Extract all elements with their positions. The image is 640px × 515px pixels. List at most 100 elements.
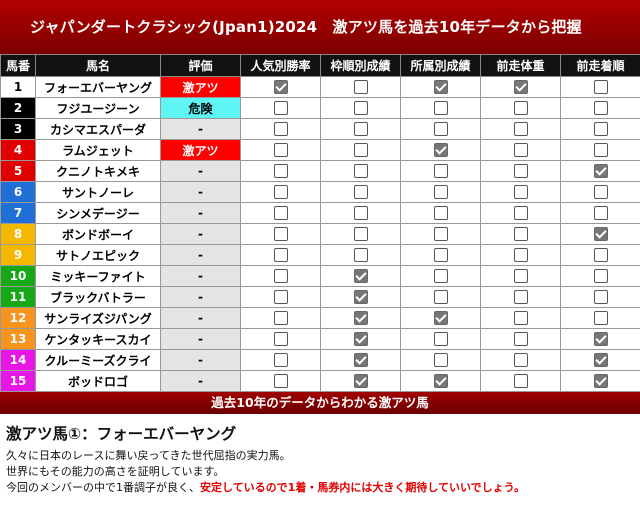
table-row: 9 サトノエピック - <box>0 244 640 266</box>
cell-gate-record <box>320 265 401 287</box>
unchecked-checkbox-icon <box>273 227 288 242</box>
unchecked-checkbox-icon <box>513 185 528 200</box>
rating-badge: - <box>160 118 241 140</box>
unchecked-checkbox-icon <box>513 290 528 305</box>
unchecked-checkbox-icon <box>433 353 448 368</box>
unchecked-checkbox-icon <box>513 101 528 116</box>
horse-number: 5 <box>0 160 36 182</box>
cell-last-weight <box>480 370 561 392</box>
unchecked-checkbox-icon <box>513 122 528 137</box>
horse-name: ケンタッキースカイ <box>35 328 161 350</box>
horse-number: 4 <box>0 139 36 161</box>
cell-stable-record <box>400 223 481 245</box>
horse-number: 11 <box>0 286 36 308</box>
cell-stable-record <box>400 76 481 98</box>
unchecked-checkbox-icon <box>513 332 528 347</box>
table-row: 3 カシマエスパーダ - <box>0 118 640 140</box>
unchecked-checkbox-icon <box>513 269 528 284</box>
unchecked-checkbox-icon <box>593 101 608 116</box>
horse-name: サントノーレ <box>35 181 161 203</box>
horse-name: ボンドボーイ <box>35 223 161 245</box>
unchecked-checkbox-icon <box>433 248 448 263</box>
unchecked-checkbox-icon <box>273 353 288 368</box>
cell-last-weight <box>480 244 561 266</box>
table-row: 12 サンライズジパング - <box>0 307 640 329</box>
unchecked-checkbox-icon <box>433 185 448 200</box>
horse-number: 13 <box>0 328 36 350</box>
unchecked-checkbox-icon <box>593 206 608 221</box>
cell-popularity-win-rate <box>240 202 321 224</box>
checked-checkbox-icon <box>433 143 448 158</box>
cell-last-weight <box>480 202 561 224</box>
horse-name: ミッキーファイト <box>35 265 161 287</box>
header-popularity-win-rate: 人気別勝率 <box>240 54 321 77</box>
unchecked-checkbox-icon <box>593 311 608 326</box>
cell-last-finish <box>560 265 640 287</box>
cell-last-finish <box>560 370 640 392</box>
horse-number: 2 <box>0 97 36 119</box>
unchecked-checkbox-icon <box>353 164 368 179</box>
unchecked-checkbox-icon <box>513 227 528 242</box>
horse-number: 10 <box>0 265 36 287</box>
cell-stable-record <box>400 97 481 119</box>
horse-number: 1 <box>0 76 36 98</box>
horse-name: カシマエスパーダ <box>35 118 161 140</box>
checked-checkbox-icon <box>433 374 448 389</box>
cell-last-weight <box>480 118 561 140</box>
table-row: 1 フォーエバーヤング 激アツ <box>0 76 640 98</box>
cell-gate-record <box>320 118 401 140</box>
unchecked-checkbox-icon <box>593 185 608 200</box>
rating-badge: 激アツ <box>160 139 241 161</box>
unchecked-checkbox-icon <box>353 101 368 116</box>
cell-last-weight <box>480 223 561 245</box>
cell-stable-record <box>400 265 481 287</box>
cell-last-weight <box>480 181 561 203</box>
unchecked-checkbox-icon <box>273 248 288 263</box>
cell-gate-record <box>320 97 401 119</box>
horse-number: 14 <box>0 349 36 371</box>
table-row: 2 フジユージーン 危険 <box>0 97 640 119</box>
cell-last-weight <box>480 286 561 308</box>
cell-last-finish <box>560 97 640 119</box>
cell-gate-record <box>320 307 401 329</box>
cell-popularity-win-rate <box>240 76 321 98</box>
cell-popularity-win-rate <box>240 307 321 329</box>
unchecked-checkbox-icon <box>433 332 448 347</box>
cell-last-weight <box>480 97 561 119</box>
header-rating: 評価 <box>160 54 241 77</box>
checked-checkbox-icon <box>593 353 608 368</box>
cell-gate-record <box>320 202 401 224</box>
table-row: 4 ラムジェット 激アツ <box>0 139 640 161</box>
unchecked-checkbox-icon <box>273 143 288 158</box>
cell-stable-record <box>400 160 481 182</box>
unchecked-checkbox-icon <box>353 206 368 221</box>
table-row: 14 クルーミーズクライ - <box>0 349 640 371</box>
header-gate-record: 枠順別成績 <box>320 54 401 77</box>
cell-gate-record <box>320 244 401 266</box>
rating-badge: - <box>160 265 241 287</box>
cell-stable-record <box>400 244 481 266</box>
unchecked-checkbox-icon <box>433 269 448 284</box>
unchecked-checkbox-icon <box>353 185 368 200</box>
analysis-line-1: 久々に日本のレースに舞い戻ってきた世代屈指の実力馬。 <box>6 449 291 462</box>
table-row: 11 ブラックバトラー - <box>0 286 640 308</box>
rating-badge: - <box>160 160 241 182</box>
unchecked-checkbox-icon <box>593 80 608 95</box>
hot-horse-banner: 過去10年のデータからわかる激アツ馬 <box>0 392 640 414</box>
unchecked-checkbox-icon <box>273 311 288 326</box>
checked-checkbox-icon <box>433 311 448 326</box>
unchecked-checkbox-icon <box>593 269 608 284</box>
unchecked-checkbox-icon <box>433 206 448 221</box>
cell-gate-record <box>320 328 401 350</box>
cell-gate-record <box>320 370 401 392</box>
table-row: 8 ボンドボーイ - <box>0 223 640 245</box>
cell-popularity-win-rate <box>240 244 321 266</box>
checked-checkbox-icon <box>593 332 608 347</box>
unchecked-checkbox-icon <box>433 101 448 116</box>
horse-number: 3 <box>0 118 36 140</box>
checked-checkbox-icon <box>353 311 368 326</box>
cell-stable-record <box>400 307 481 329</box>
table-row: 15 ボッドロゴ - <box>0 370 640 392</box>
rating-badge: - <box>160 370 241 392</box>
header-stable-record: 所属別成績 <box>400 54 481 77</box>
